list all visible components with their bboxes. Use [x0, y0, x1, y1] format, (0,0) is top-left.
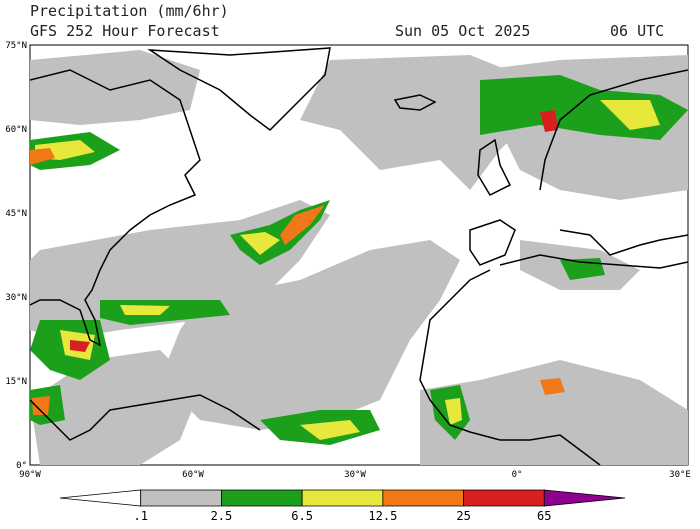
lon-label: 30°W — [344, 470, 366, 480]
lon-label: 60°W — [182, 470, 204, 480]
colorbar-label: 6.5 — [291, 509, 313, 523]
lon-label: 0° — [512, 470, 523, 480]
lon-labels: 90°W 60°W 30°W 0° 30°E — [19, 470, 691, 480]
colorbar-label: 65 — [537, 509, 551, 523]
colorbar-segment — [221, 489, 303, 507]
lat-label: 15°N — [5, 377, 27, 387]
lat-label: 45°N — [5, 209, 27, 219]
colorbar-label: 12.5 — [368, 509, 397, 523]
colorbar-segment — [140, 489, 222, 507]
colorbar-segment — [543, 489, 626, 507]
colorbar-segment — [301, 489, 384, 507]
colorbar-segment — [382, 489, 464, 507]
lat-label: 30°N — [5, 293, 27, 303]
lat-label: 75°N — [5, 41, 27, 51]
time: 06 UTC — [610, 22, 664, 40]
title: Precipitation (mm/6hr) — [30, 2, 229, 20]
lon-label: 90°W — [19, 470, 41, 480]
precip-fields — [30, 50, 688, 465]
lon-label: 30°E — [669, 470, 691, 480]
colorbar-label: 25 — [456, 509, 470, 523]
colorbar-segment — [463, 489, 545, 507]
date: Sun 05 Oct 2025 — [395, 22, 530, 40]
subtitle: GFS 252 Hour Forecast — [30, 22, 220, 40]
colorbar: .1 2.5 6.5 12.5 25 65 — [59, 489, 626, 523]
colorbar-label: .1 — [133, 509, 147, 523]
lat-label: 0° — [16, 461, 27, 471]
map: 75°N 60°N 45°N 30°N 15°N 0° 90°W 60°W 30… — [5, 41, 691, 480]
colorbar-segment — [59, 489, 142, 507]
colorbar-label: 2.5 — [211, 509, 233, 523]
lat-labels: 75°N 60°N 45°N 30°N 15°N 0° — [5, 41, 27, 471]
coastlines — [30, 47, 688, 465]
lat-label: 60°N — [5, 125, 27, 135]
